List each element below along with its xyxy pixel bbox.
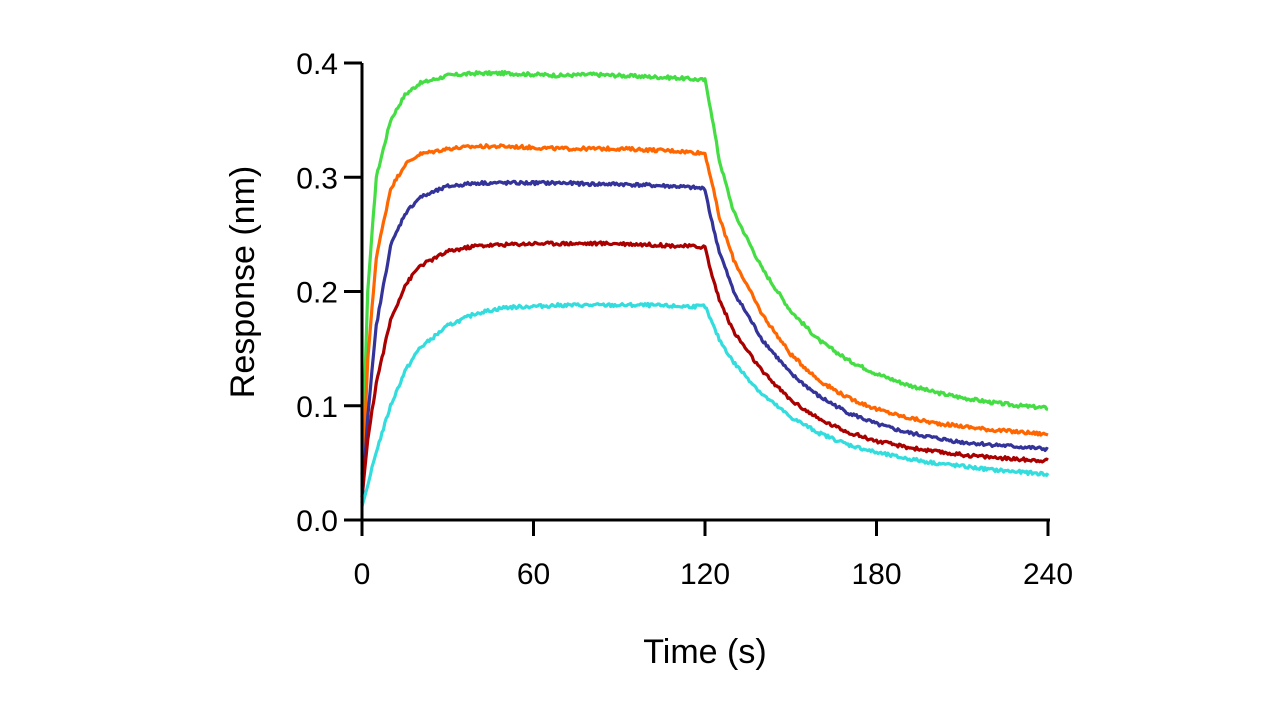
x-ticks-group: 0 60 120 180 240	[354, 520, 1073, 591]
series-line-4	[360, 240, 1049, 498]
y-axis-label: Response (nm)	[224, 166, 262, 398]
series-group	[360, 70, 1050, 507]
x-tick-label: 180	[851, 558, 901, 591]
y-tick-label: 0.2	[296, 277, 338, 310]
x-axis-label: Time (s)	[643, 633, 766, 671]
series-line-1	[360, 70, 1049, 475]
y-tick-label: 0.0	[296, 505, 338, 538]
y-tick-label: 0.1	[296, 391, 338, 424]
x-tick-label: 120	[680, 558, 730, 591]
x-tick-label: 0	[354, 558, 371, 591]
series-line-2	[360, 143, 1049, 498]
y-tick-label: 0.3	[296, 162, 338, 195]
series-line-3	[360, 179, 1049, 503]
series-line-5	[360, 301, 1050, 507]
y-ticks-group: 0.0 0.1 0.2 0.3 0.4	[296, 48, 362, 538]
x-tick-label: 60	[517, 558, 550, 591]
y-tick-label: 0.4	[296, 48, 338, 81]
x-tick-label: 240	[1023, 558, 1073, 591]
